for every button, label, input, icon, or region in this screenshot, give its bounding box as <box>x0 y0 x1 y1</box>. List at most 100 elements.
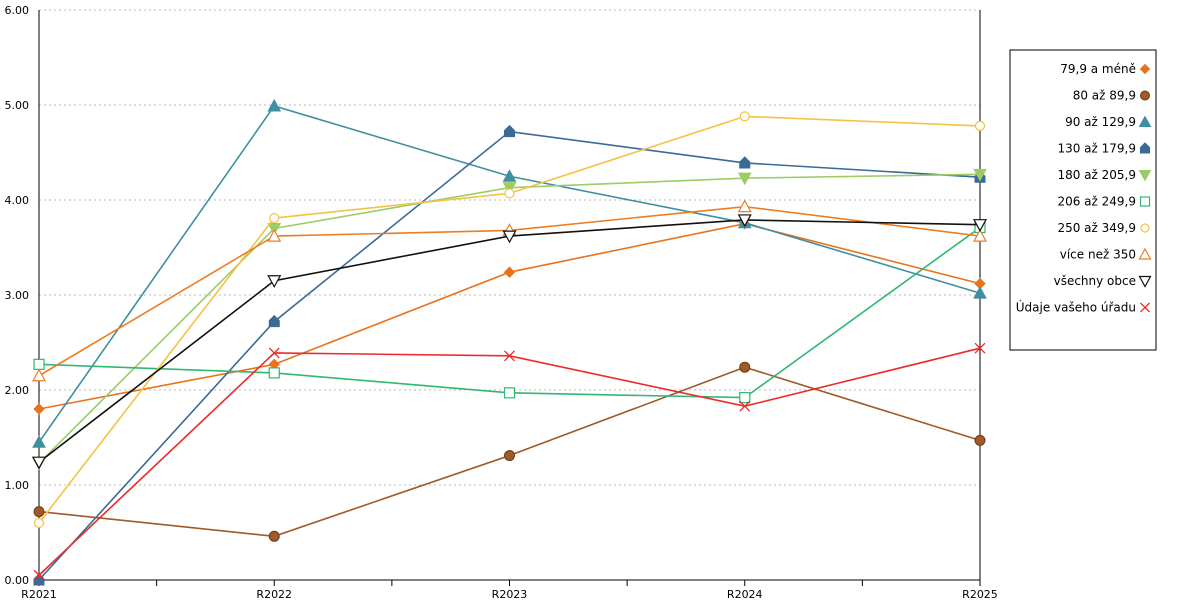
data-point <box>739 392 751 404</box>
data-point-stroke <box>504 350 515 362</box>
data-point <box>33 517 45 529</box>
series-1 <box>33 361 986 542</box>
data-point <box>504 124 515 138</box>
legend-item: 90 až 129,9 <box>1065 115 1152 129</box>
series-5 <box>33 221 986 404</box>
y-tick-label: 6.00 <box>5 4 30 17</box>
data-point <box>504 450 515 462</box>
x-tick-label: R2024 <box>727 588 763 600</box>
y-tick-label: 1.00 <box>5 479 30 492</box>
data-point <box>737 214 752 228</box>
legend-label: všechny obce <box>1054 274 1136 288</box>
data-point <box>739 156 751 169</box>
data-point <box>268 314 280 328</box>
data-point <box>1140 302 1150 313</box>
data-point <box>504 188 515 199</box>
legend-item: 180 až 205,9 <box>1057 168 1152 182</box>
data-point <box>268 367 280 379</box>
y-tick-label: 3.00 <box>5 289 30 302</box>
legend-item: všechny obce <box>1054 274 1152 288</box>
data-point <box>1140 223 1150 233</box>
legend-item: 250 až 349,9 <box>1057 221 1150 235</box>
legend-item: 130 až 179,9 <box>1057 142 1150 156</box>
series-line <box>38 226 981 399</box>
legend-label: 90 až 129,9 <box>1065 115 1136 129</box>
data-point <box>33 506 45 518</box>
series-0 <box>33 218 986 415</box>
data-point-stroke <box>33 569 45 581</box>
legend-label: 79,9 a méně <box>1060 62 1136 76</box>
legend-label: Údaje vašeho úřadu <box>1016 300 1136 315</box>
x-tick-label: R2022 <box>256 588 292 600</box>
legend-label: 180 až 205,9 <box>1057 168 1136 182</box>
x-tick-label: R2025 <box>962 588 998 600</box>
data-point <box>737 172 752 186</box>
data-point <box>1139 196 1151 207</box>
data-point <box>1139 63 1151 75</box>
legend-item: Údaje vašeho úřadu <box>1016 300 1150 315</box>
data-point <box>973 168 987 182</box>
data-point <box>739 361 751 373</box>
data-point <box>1138 170 1152 182</box>
data-point <box>267 98 282 112</box>
data-point <box>1138 115 1152 127</box>
data-point <box>739 400 751 412</box>
y-tick-label: 0.00 <box>5 574 30 587</box>
data-point <box>503 266 516 278</box>
axes: 0.00 1.00 2.00 3.00 4.00 5.00 6.00 R2021 R2022 R2… <box>5 4 998 600</box>
series-7 <box>31 199 988 382</box>
data-point <box>974 120 986 132</box>
y-tick-label: 2.00 <box>5 384 30 397</box>
data-point <box>1140 90 1150 101</box>
data-point <box>739 111 750 122</box>
series-lines <box>31 98 988 586</box>
data-point <box>33 573 45 586</box>
legend: 79,9 a méně 80 až 89,9 90 až 129,9 130 až 1… <box>1009 49 1157 351</box>
data-point <box>1140 142 1150 154</box>
series-2 <box>32 98 987 448</box>
data-point <box>502 169 517 182</box>
legend-label: 130 až 179,9 <box>1057 142 1136 156</box>
data-point <box>31 456 47 470</box>
legend-item: 80 až 89,9 <box>1073 89 1150 103</box>
data-point <box>974 434 986 446</box>
data-point <box>502 230 517 244</box>
data-point <box>33 403 45 415</box>
series-4 <box>32 168 987 471</box>
x-tick-label: R2023 <box>492 588 528 600</box>
data-point-stroke <box>974 342 986 354</box>
legend-item: více než 350 <box>1060 247 1152 262</box>
series-8 <box>31 214 988 470</box>
data-point <box>737 199 752 213</box>
data-point <box>33 358 45 370</box>
y-tick-label: 4.00 <box>5 194 30 207</box>
data-point <box>268 347 280 359</box>
data-point <box>267 228 282 242</box>
legend-item: 79,9 a méně <box>1060 62 1151 76</box>
legend-label: 80 až 89,9 <box>1073 89 1136 103</box>
series-9 <box>33 342 986 581</box>
data-point <box>267 275 282 289</box>
legend-box <box>1009 49 1157 351</box>
legend-item: 206 až 249,9 <box>1057 195 1151 209</box>
data-point <box>972 219 988 232</box>
data-point-stroke <box>268 347 280 359</box>
legend-label: více než 350 <box>1060 248 1136 262</box>
data-point <box>33 569 45 581</box>
data-point-stroke <box>739 400 751 412</box>
y-tick-label: 5.00 <box>5 99 30 112</box>
data-point <box>972 228 988 242</box>
x-tick-label: R2021 <box>21 588 57 600</box>
data-point <box>1138 247 1152 260</box>
data-point <box>504 350 515 362</box>
legend-label: 206 až 249,9 <box>1057 195 1136 209</box>
data-point <box>31 368 47 382</box>
data-point <box>268 530 280 542</box>
data-point <box>1138 275 1152 288</box>
data-point-stroke <box>1140 302 1150 313</box>
data-point <box>502 182 517 195</box>
legend-label: 250 až 349,9 <box>1057 221 1136 235</box>
series-6 <box>33 111 986 529</box>
data-point <box>503 387 516 399</box>
